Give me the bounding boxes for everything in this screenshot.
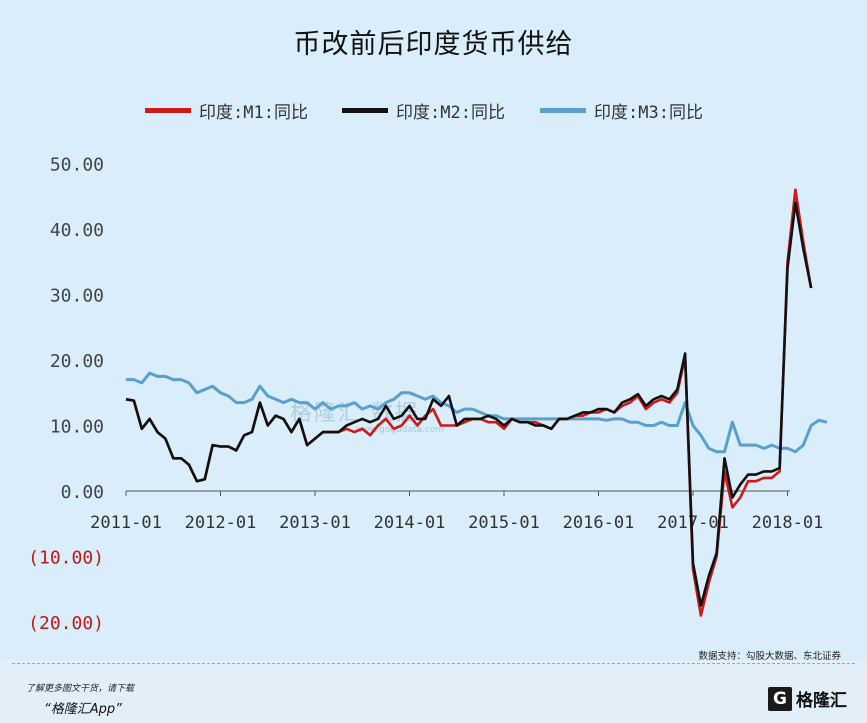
footer-app-name[interactable]: “格隆汇App”	[44, 702, 122, 717]
legend-label-m3: 印度:M3:同比	[594, 102, 703, 123]
data-source: 数据支持：勾股大数据、东北证券	[698, 651, 841, 662]
x-tick-label: 2016-01	[563, 513, 635, 533]
y-tick-label: 20.00	[50, 351, 104, 372]
y-tick-label: (10.00)	[28, 548, 104, 569]
x-tick-label: 2015-01	[468, 513, 540, 533]
y-tick-label: 50.00	[50, 155, 104, 176]
legend-swatch-m1	[145, 107, 191, 113]
legend-item-m3: 印度:M3:同比	[540, 95, 703, 125]
y-tick-label: (20.00)	[28, 613, 104, 634]
x-tick-label: 2018-01	[752, 513, 824, 533]
y-tick-label: 30.00	[50, 286, 104, 307]
x-tick-label: 2017-01	[657, 513, 729, 533]
chart-panel: 币改前后印度货币供给 印度:M1:同比 印度:M2:同比 印度:M3:同比 格隆…	[0, 29, 867, 662]
logo-icon: G	[768, 686, 792, 711]
legend-swatch-m2	[342, 107, 388, 113]
legend-item-m1: 印度:M1:同比	[145, 95, 308, 125]
brand-logo: G 格隆汇	[768, 686, 847, 711]
legend-swatch-m3	[540, 107, 586, 113]
legend: 印度:M1:同比 印度:M2:同比 印度:M3:同比	[0, 95, 867, 125]
x-tick-label: 2012-01	[185, 513, 257, 533]
legend-item-m2: 印度:M2:同比	[342, 95, 505, 125]
series-line-1	[125, 188, 813, 617]
line-chart: 50.00 40.00 30.00 20.00 10.00 0.00 (10.00) (20.…	[28, 155, 828, 634]
y-tick-label: 0.00	[61, 482, 104, 503]
legend-label-m2: 印度:M2:同比	[396, 102, 505, 123]
x-tick-label: 2013-01	[279, 513, 351, 533]
series-line-3	[126, 371, 828, 454]
series-line-2	[125, 201, 813, 607]
y-tick-label: 40.00	[50, 220, 104, 241]
footer-promo-text: 了解更多图文干货，请下载	[26, 684, 135, 694]
x-tick-label: 2014-01	[374, 513, 446, 533]
chart-title: 币改前后印度货币供给	[293, 29, 574, 60]
watermark-url: www.gogudata.com	[355, 425, 445, 435]
legend-label-m1: 印度:M1:同比	[199, 102, 308, 123]
footer-divider	[12, 663, 855, 664]
logo-text: 格隆汇	[796, 691, 847, 711]
x-tick-label: 2011-01	[90, 513, 162, 533]
y-tick-label: 10.00	[50, 417, 104, 438]
